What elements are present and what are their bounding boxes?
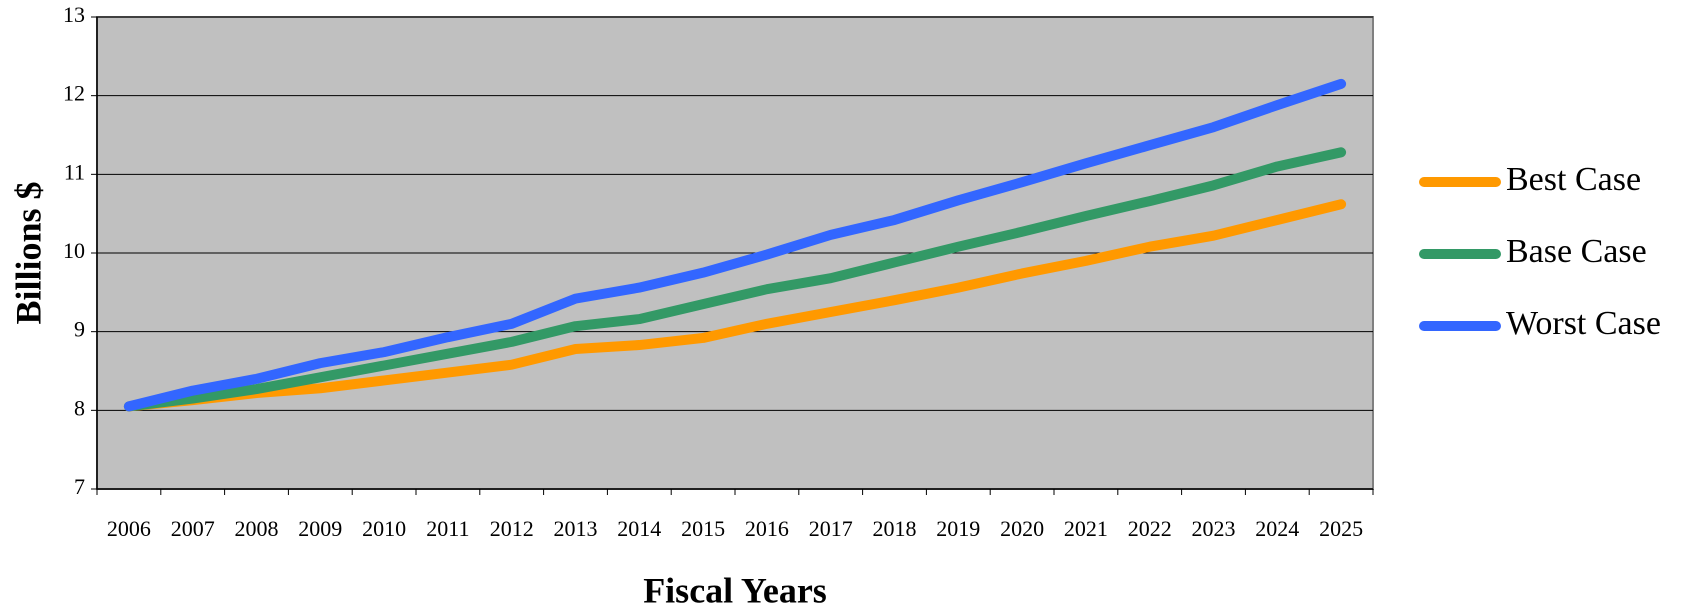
x-tick-label: 2012 (490, 516, 534, 541)
x-tick-label: 2018 (873, 516, 917, 541)
x-tick-label: 2021 (1064, 516, 1108, 541)
x-tick-label: 2015 (681, 516, 725, 541)
legend-label: Worst Case (1506, 305, 1661, 342)
x-tick-label: 2006 (107, 516, 151, 541)
x-tick-label: 2008 (235, 516, 279, 541)
x-tick-label: 2016 (745, 516, 789, 541)
y-tick-label: 11 (64, 159, 85, 184)
x-tick-label: 2024 (1255, 516, 1299, 541)
x-tick-label: 2023 (1192, 516, 1236, 541)
x-tick-label: 2013 (554, 516, 598, 541)
x-axis-title: Fiscal Years (643, 570, 827, 610)
y-axis-title: Billions $ (8, 181, 48, 324)
y-tick-label: 9 (74, 317, 85, 342)
y-tick-label: 7 (74, 474, 85, 499)
x-tick-label: 2019 (936, 516, 980, 541)
x-tick-label: 2022 (1128, 516, 1172, 541)
x-tick-label: 2025 (1319, 516, 1363, 541)
legend-label: Base Case (1506, 233, 1647, 270)
x-tick-label: 2020 (1000, 516, 1044, 541)
legend-label: Best Case (1506, 161, 1641, 198)
y-tick-label: 13 (63, 2, 85, 27)
x-tick-label: 2014 (617, 516, 661, 541)
x-tick-label: 2007 (171, 516, 215, 541)
x-tick-label: 2010 (362, 516, 406, 541)
x-tick-label: 2017 (809, 516, 853, 541)
x-tick-label: 2009 (298, 516, 342, 541)
y-tick-label: 8 (74, 395, 85, 420)
y-tick-label: 12 (63, 81, 85, 106)
series-line (123, 78, 1347, 412)
series-line (123, 199, 1347, 412)
series-line (123, 147, 1347, 412)
y-tick-label: 10 (63, 238, 85, 263)
x-tick-label: 2011 (426, 516, 469, 541)
